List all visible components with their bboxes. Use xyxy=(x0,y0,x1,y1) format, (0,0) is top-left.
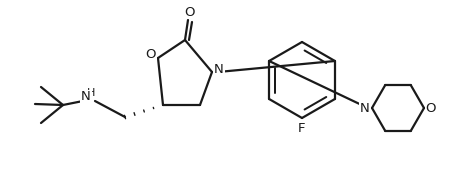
Text: N: N xyxy=(81,90,91,104)
Text: O: O xyxy=(425,101,435,115)
Text: N: N xyxy=(214,64,223,76)
Text: N: N xyxy=(359,101,369,115)
Text: O: O xyxy=(184,5,195,19)
Text: H: H xyxy=(87,88,95,98)
Text: F: F xyxy=(298,123,305,135)
Text: O: O xyxy=(145,48,156,62)
